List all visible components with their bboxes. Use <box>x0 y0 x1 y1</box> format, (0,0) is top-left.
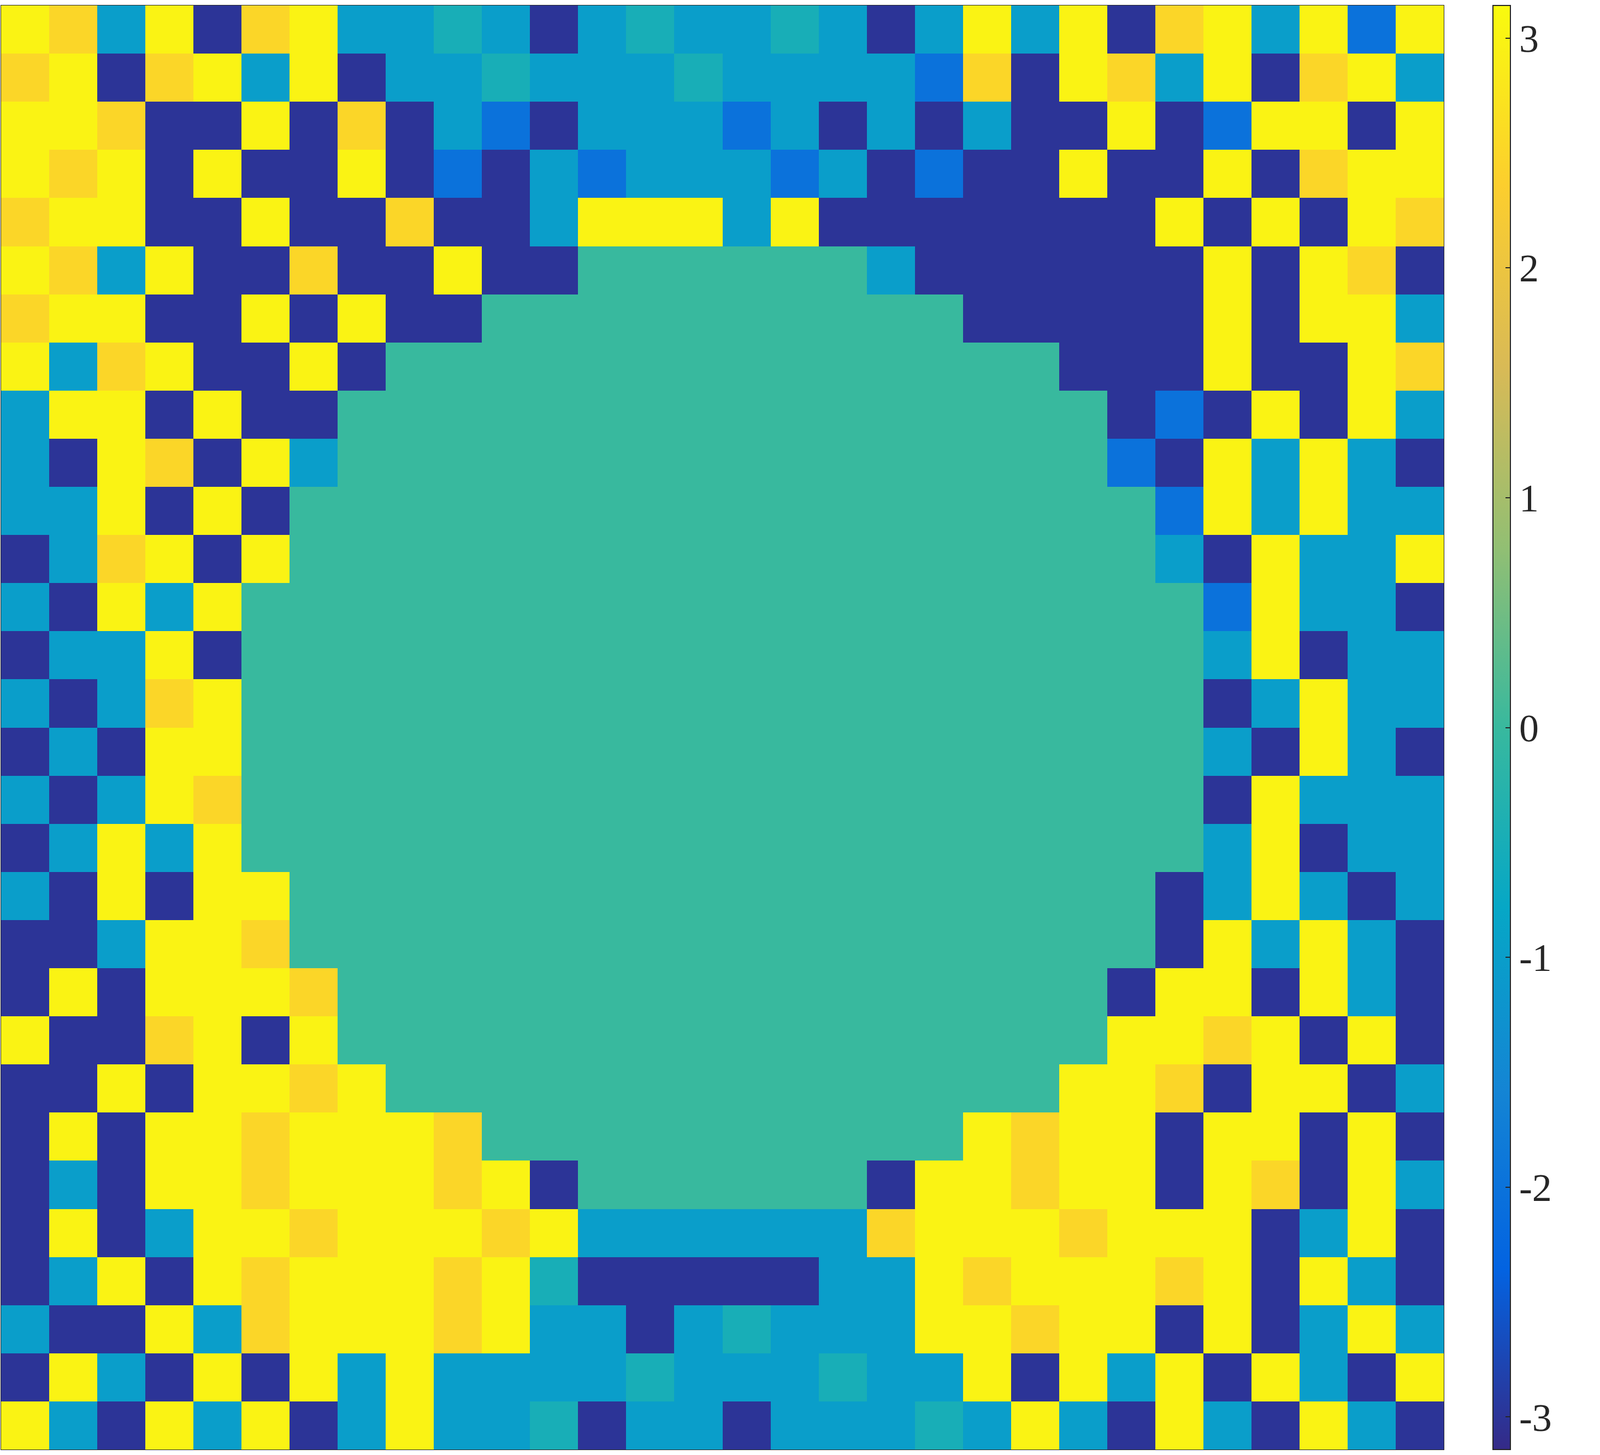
svg-text:2: 2 <box>1519 246 1539 291</box>
svg-text:1: 1 <box>1519 476 1539 521</box>
svg-text:3: 3 <box>1519 16 1539 61</box>
svg-text:-1: -1 <box>1519 935 1552 980</box>
svg-text:-2: -2 <box>1519 1165 1552 1210</box>
svg-text:0: 0 <box>1519 706 1539 751</box>
svg-text:-3: -3 <box>1519 1395 1552 1440</box>
